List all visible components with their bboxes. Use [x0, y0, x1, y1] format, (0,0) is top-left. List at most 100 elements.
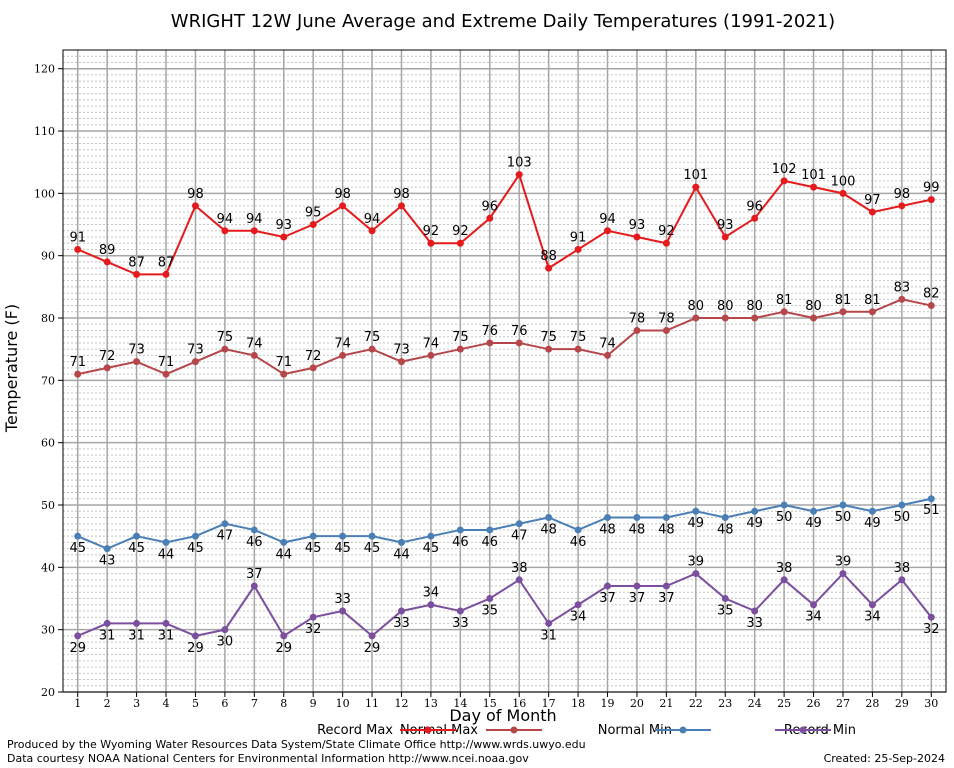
normal-min-data-label: 46	[246, 535, 263, 550]
normal-min-point	[74, 532, 82, 540]
record-max-data-label: 92	[658, 224, 675, 239]
record-min-data-label: 33	[334, 592, 351, 607]
normal-min-data-label: 45	[334, 541, 351, 556]
normal-min-point	[427, 532, 435, 540]
normal-min-point	[309, 532, 317, 540]
normal-min-data-label: 46	[452, 535, 469, 550]
normal-min-point	[162, 538, 170, 546]
record-min-data-label: 33	[393, 616, 410, 631]
record-min-point	[397, 607, 405, 615]
record-max-data-label: 89	[99, 243, 116, 258]
x-tick-label: 8	[280, 697, 287, 710]
x-tick-label: 22	[689, 697, 703, 710]
normal-max-data-label: 81	[864, 293, 881, 308]
y-tick-label: 60	[41, 437, 55, 450]
x-tick-label: 20	[630, 697, 644, 710]
x-tick-label: 9	[310, 697, 317, 710]
record-max-data-label: 98	[334, 187, 351, 202]
record-max-data-label: 102	[772, 162, 797, 177]
record-min-data-label: 37	[629, 591, 646, 606]
record-min-point	[162, 619, 170, 627]
record-max-data-label: 91	[570, 230, 587, 245]
footer-credit: Produced by the Wyoming Water Resources …	[7, 738, 586, 751]
normal-max-data-label: 81	[776, 293, 793, 308]
record-max-data-label: 93	[275, 218, 292, 233]
record-min-point	[545, 619, 553, 627]
x-tick-label: 21	[659, 697, 673, 710]
record-max-point	[250, 227, 258, 235]
normal-min-point	[898, 501, 906, 509]
normal-min-point	[191, 532, 199, 540]
normal-min-point	[721, 513, 729, 521]
normal-max-data-label: 73	[128, 343, 145, 358]
normal-min-point	[133, 532, 141, 540]
x-tick-label: 13	[424, 697, 438, 710]
record-max-data-label: 87	[128, 255, 145, 270]
normal-max-point	[221, 345, 229, 353]
normal-min-point	[810, 507, 818, 515]
record-min-data-label: 39	[835, 555, 852, 570]
normal-min-point	[574, 526, 582, 534]
normal-min-data-label: 49	[746, 516, 763, 531]
normal-max-point	[810, 314, 818, 322]
record-min-data-label: 31	[128, 628, 145, 643]
normal-max-data-label: 74	[246, 336, 263, 351]
record-min-data-label: 32	[305, 622, 322, 637]
record-min-data-label: 29	[275, 641, 292, 656]
x-tick-label: 10	[336, 697, 350, 710]
normal-max-point	[545, 345, 553, 353]
record-min-point	[721, 595, 729, 603]
record-max-line	[77, 172, 932, 276]
record-max-point	[133, 270, 141, 278]
normal-max-point	[927, 302, 935, 310]
normal-min-data-label: 48	[599, 522, 616, 537]
y-tick-label: 70	[41, 374, 55, 387]
normal-min-legend-marker	[679, 726, 687, 734]
normal-max-data-label: 78	[629, 311, 646, 326]
record-min-data-label: 37	[658, 591, 675, 606]
x-tick-label: 27	[836, 697, 850, 710]
normal-max-data-label: 83	[894, 280, 911, 295]
plot-grid	[62, 49, 947, 693]
normal-min-data-label: 44	[158, 547, 175, 562]
record-min-point	[780, 576, 788, 584]
normal-max-point	[456, 345, 464, 353]
x-tick-label: 15	[483, 697, 497, 710]
record-max-data-label: 87	[158, 255, 175, 270]
x-tick-label: 2	[104, 697, 111, 710]
normal-min-point	[339, 532, 347, 540]
record-min-data-label: 34	[864, 610, 881, 625]
record-max-point	[221, 227, 229, 235]
created-date: Created: 25-Sep-2024	[824, 752, 945, 765]
record-min-data-label: 35	[482, 604, 499, 619]
normal-max-point	[368, 345, 376, 353]
normal-max-point	[250, 351, 258, 359]
normal-min-point	[780, 501, 788, 509]
record-min-point	[515, 576, 523, 584]
normal-max-point	[868, 308, 876, 316]
x-tick-label: 16	[512, 697, 526, 710]
normal-min-point	[692, 507, 700, 515]
normal-max-point	[427, 351, 435, 359]
normal-min-data-label: 48	[658, 522, 675, 537]
x-tick-label: 14	[453, 697, 467, 710]
footer-data-source: Data courtesy NOAA National Centers for …	[7, 752, 529, 765]
normal-max-legend-marker	[510, 726, 518, 734]
normal-max-point	[898, 295, 906, 303]
record-max-point	[162, 270, 170, 278]
record-min-point	[456, 607, 464, 615]
record-max-data-label: 95	[305, 206, 322, 221]
record-min-point	[633, 582, 641, 590]
normal-min-point	[368, 532, 376, 540]
record-min-data-label: 39	[688, 555, 705, 570]
x-tick-label: 4	[163, 697, 170, 710]
x-tick-label: 30	[924, 697, 938, 710]
record-min-point	[868, 601, 876, 609]
x-tick-label: 12	[394, 697, 408, 710]
record-min-data-label: 38	[776, 561, 793, 576]
chart-title: WRIGHT 12W June Average and Extreme Dail…	[171, 11, 835, 32]
record-min-data-label: 29	[69, 641, 86, 656]
record-max-point	[309, 221, 317, 229]
record-min-data-label: 30	[217, 635, 234, 650]
